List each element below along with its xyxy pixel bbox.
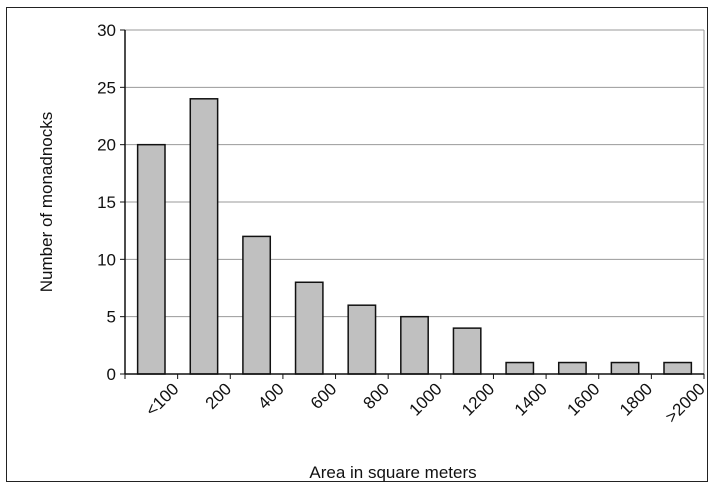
bar [294,281,324,375]
x-tick-label: >2000 [662,379,709,426]
x-tick-label: 600 [307,379,340,412]
grid-lines [125,29,705,374]
x-axis-title: Area in square meters [309,463,476,482]
bar [505,361,535,375]
y-axis-title: Number of monadnocks [37,112,56,292]
x-tick-label: 1000 [405,379,445,419]
x-tick-label: 1800 [616,379,656,419]
x-tick-label: 200 [202,379,235,412]
bar [400,315,429,375]
bar [663,361,693,375]
bar [557,361,587,375]
y-tick-label: 30 [97,21,116,40]
x-tick-label: 800 [360,379,393,412]
y-tick-label: 10 [97,250,116,269]
x-tick-label: 1600 [563,379,603,419]
bar [242,235,272,375]
x-tick-label: 400 [254,379,287,412]
bar [189,98,219,375]
x-tick-label: 1400 [511,379,551,419]
bar [610,361,640,375]
y-tick-labels: 0 5 10 15 20 25 30 [97,21,116,384]
y-tick-label: 0 [107,365,116,384]
bar [347,304,377,375]
y-tick-label: 15 [97,193,116,212]
y-tick-label: 25 [97,78,116,97]
x-tick-label: 1200 [458,379,498,419]
bars [136,98,693,375]
y-tick-label: 20 [97,136,116,155]
axes [120,29,705,379]
x-tick-label: <100 [142,379,183,420]
chart-frame [6,7,708,482]
bar [136,143,166,375]
bar [452,327,482,375]
x-tick-labels: <100 200 400 600 800 1000 1200 1400 1600 1800 >200… [142,379,709,426]
y-tick-label: 5 [107,308,116,327]
